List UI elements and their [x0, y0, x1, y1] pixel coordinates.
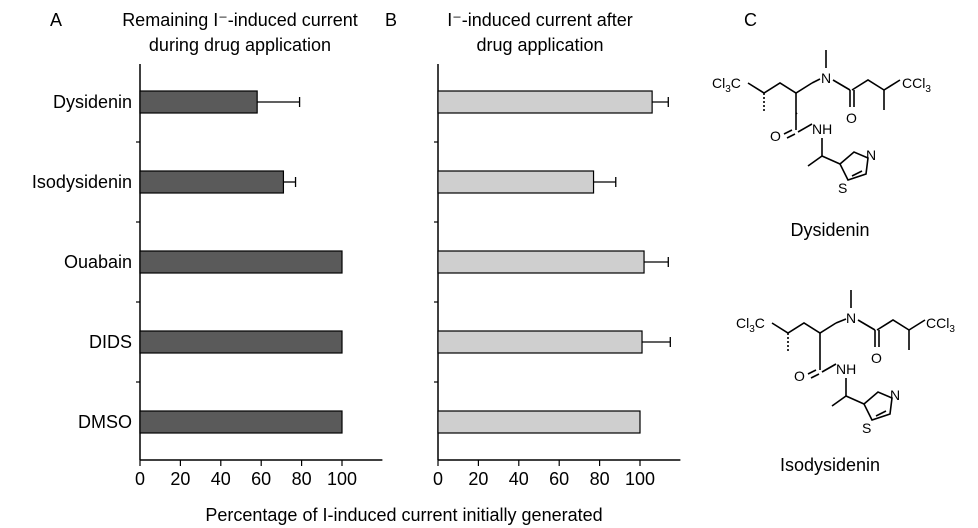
panel-a-bar-dysidenin [140, 91, 257, 113]
category-label-isodysidenin: Isodysidenin [32, 172, 132, 192]
category-label-ouabain: Ouabain [64, 252, 132, 272]
isodysidenin-chain-bonds [772, 323, 836, 333]
panel-b-x-tick-label: 0 [433, 469, 443, 489]
panel-a-x-tick-label: 40 [211, 469, 231, 489]
category-label-dysidenin: Dysidenin [53, 92, 132, 112]
panel-b-title-line-1: I⁻-induced current after [447, 10, 633, 30]
panel-b-x-tick-label: 60 [549, 469, 569, 489]
isodysidenin-name: Isodysidenin [780, 455, 880, 475]
isodysidenin-o-atom-2: O [794, 368, 805, 384]
dysidenin-o-atom-2: O [770, 128, 781, 144]
panel-a-bar-dmso [140, 411, 342, 433]
panel-a-x-tick-label: 60 [251, 469, 271, 489]
panel-b-bar-dysidenin [438, 91, 652, 113]
dysidenin-o-atom-1: O [846, 110, 857, 126]
dysidenin-structure: Cl3C N O CCl3 O NH [712, 50, 931, 240]
category-label-dmso: DMSO [78, 412, 132, 432]
panel-b-x-tick-label: 40 [509, 469, 529, 489]
x-axis-label: Percentage of I-induced current initiall… [205, 505, 602, 525]
panel-b: B I⁻-induced current after drug applicat… [385, 10, 680, 489]
panel-b-x-tick-label: 20 [468, 469, 488, 489]
panel-a-bar-ouabain [140, 251, 342, 273]
panel-b-letter: B [385, 10, 397, 30]
panel-b-bar-dmso [438, 411, 640, 433]
panel-a-title-line-2: during drug application [149, 35, 331, 55]
category-label-dids: DIDS [89, 332, 132, 352]
panel-a-x-tick-label: 20 [170, 469, 190, 489]
panel-b-bar-dids [438, 331, 642, 353]
dysidenin-ccl3-label: CCl3 [902, 75, 931, 95]
dysidenin-chain-bonds [748, 83, 812, 93]
isodysidenin-o-atom-1: O [871, 350, 882, 366]
isodysidenin-ccl3-label: CCl3 [926, 315, 955, 335]
isodysidenin-nh-atom: NH [836, 361, 856, 377]
panel-a-x-tick-label: 100 [327, 469, 357, 489]
panel-a-bar-dids [140, 331, 342, 353]
panel-c-letter: C [744, 10, 757, 30]
dysidenin-thiazole-n: N [866, 147, 876, 163]
panel-b-bars [438, 91, 670, 433]
panel-a-category-labels: Dysidenin Isodysidenin Ouabain DIDS DMSO [32, 92, 132, 432]
panel-a-title-line-1: Remaining I⁻-induced current [122, 10, 358, 30]
panel-a-bar-isodysidenin [140, 171, 283, 193]
panel-b-x-tick-label: 100 [625, 469, 655, 489]
dysidenin-nh-atom: NH [812, 121, 832, 137]
panel-a-letter: A [50, 10, 62, 30]
dysidenin-name: Dysidenin [790, 220, 869, 240]
panel-b-bar-isodysidenin [438, 171, 594, 193]
panel-b-title-line-2: drug application [476, 35, 603, 55]
panel-a-x-tick-label: 0 [135, 469, 145, 489]
isodysidenin-thiazole-s: S [862, 420, 871, 436]
panel-b-bar-ouabain [438, 251, 644, 273]
dysidenin-cl3c-label: Cl3C [712, 75, 741, 95]
dysidenin-thiazole-s: S [838, 180, 847, 196]
panel-a-x-tick-label: 80 [292, 469, 312, 489]
isodysidenin-cl3c-label: Cl3C [736, 315, 765, 335]
panel-b-x-ticks: 0 20 40 60 80 100 [433, 460, 655, 489]
isodysidenin-n-atom: N [846, 310, 856, 326]
dysidenin-n-atom: N [821, 70, 831, 86]
panel-c: C Cl3C N O CCl3 O NH [712, 10, 955, 475]
panel-a-x-ticks: 0 20 40 60 80 100 [135, 460, 357, 489]
isodysidenin-structure: Cl3C N O CCl3 O NH N [736, 290, 955, 475]
panel-b-x-tick-label: 80 [590, 469, 610, 489]
panel-a: A Remaining I⁻-induced current during dr… [32, 10, 382, 489]
isodysidenin-thiazole-n: N [890, 387, 900, 403]
panel-a-bars [140, 91, 342, 433]
